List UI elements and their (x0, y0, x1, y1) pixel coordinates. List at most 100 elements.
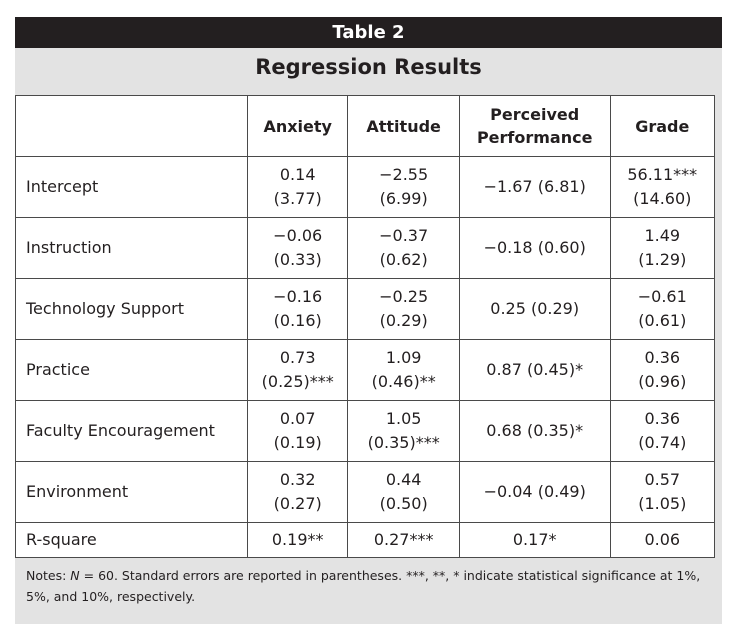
cell-coefficient: −2.55 (379, 165, 429, 184)
cell-coefficient: 0.73 (279, 348, 316, 367)
table-row: Instruction −0.06 (0.33) −0.37 (0.62) −0.18 (… (15, 217, 716, 279)
table-notes: Notes: N = 60. Standard errors are repor… (26, 565, 716, 607)
cell-standard-error: (6.99) (379, 189, 428, 208)
column-header-attitude: Attitude (347, 95, 460, 157)
table-row: Technology Support −0.16 (0.16) −0.25 (0.29)… (15, 278, 716, 340)
cell-coefficient: −0.16 (273, 287, 323, 306)
table-cell: 0.14 (3.77) (246, 156, 349, 218)
table-cell: 0.07 (0.19) (246, 400, 349, 462)
cell-standard-error: (0.19) (273, 433, 322, 452)
table-cell: −1.67 (6.81) (458, 156, 611, 218)
row-label: Intercept (15, 156, 248, 218)
cell-coefficient: 0.07 (279, 409, 316, 428)
cell-coefficient: −0.18 (0.60) (483, 238, 586, 257)
cell-coefficient: 0.36 (644, 409, 681, 428)
cell-coefficient: 1.49 (644, 226, 681, 245)
table-cell: −0.37 (0.62) (347, 217, 460, 279)
table-cell: 0.32 (0.27) (246, 461, 349, 523)
table-row: R-square 0.19** 0.27*** 0.17* 0.06 (15, 522, 716, 558)
table-title: Regression Results (255, 55, 482, 79)
cell-coefficient: −0.25 (379, 287, 429, 306)
cell-coefficient: 0.32 (279, 470, 316, 489)
cell-standard-error: (0.33) (273, 250, 322, 269)
table-cell: 0.57 (1.05) (609, 461, 716, 523)
table-row: Environment 0.32 (0.27) 0.44 (0.50) −0.04 (0.… (15, 461, 716, 523)
table-cell: 0.06 (609, 522, 716, 558)
table-cell: −0.06 (0.33) (246, 217, 349, 279)
cell-coefficient: 0.57 (644, 470, 681, 489)
table-cell: 0.25 (0.29) (458, 278, 611, 340)
table-cell: 0.27*** (347, 522, 460, 558)
row-label: Environment (15, 461, 248, 523)
table-cell: 0.73 (0.25)*** (246, 339, 349, 401)
cell-coefficient: −0.04 (0.49) (483, 482, 586, 501)
table-cell: −0.04 (0.49) (458, 461, 611, 523)
cell-standard-error: (0.62) (379, 250, 428, 269)
notes-line1: = 60. Standard errors are reported in pa… (79, 568, 701, 583)
table-cell: 0.68 (0.35)* (458, 400, 611, 462)
cell-standard-error: (14.60) (633, 189, 692, 208)
table-number-bar: Table 2 (15, 17, 722, 48)
table-cell: 1.05 (0.35)*** (347, 400, 460, 462)
cell-coefficient: 0.17* (512, 530, 557, 549)
row-label: Instruction (15, 217, 248, 279)
table-cell: 1.49 (1.29) (609, 217, 716, 279)
cell-coefficient: 0.19** (271, 530, 324, 549)
row-label: Faculty Encouragement (15, 400, 248, 462)
table-cell: 56.11*** (14.60) (609, 156, 716, 218)
cell-coefficient: −1.67 (6.81) (483, 177, 586, 196)
cell-standard-error: (0.50) (379, 494, 428, 513)
cell-standard-error: (1.05) (638, 494, 687, 513)
table-cell: −0.16 (0.16) (246, 278, 349, 340)
notes-n-symbol: N (70, 568, 80, 583)
table-cell: 0.36 (0.96) (609, 339, 716, 401)
cell-coefficient: 0.87 (0.45)* (486, 360, 584, 379)
notes-prefix: Notes: (26, 568, 71, 583)
cell-standard-error: (0.29) (379, 311, 428, 330)
cell-coefficient: 0.14 (279, 165, 316, 184)
column-header-perceived-line1: Perceived (490, 105, 580, 124)
cell-coefficient: 56.11*** (627, 165, 698, 184)
table-cell: −0.18 (0.60) (458, 217, 611, 279)
table-row: Faculty Encouragement 0.07 (0.19) 1.05 (0.35… (15, 400, 716, 462)
table-cell: −0.25 (0.29) (347, 278, 460, 340)
column-header-perceived-performance: Perceived Performance (458, 95, 611, 157)
notes-line2: 5%, and 10%, respectively. (26, 589, 196, 604)
cell-coefficient: 0.27*** (373, 530, 434, 549)
row-label: Practice (15, 339, 248, 401)
table-cell: 0.87 (0.45)* (458, 339, 611, 401)
cell-coefficient: 1.09 (385, 348, 422, 367)
cell-coefficient: 1.05 (385, 409, 422, 428)
table-cell: −2.55 (6.99) (347, 156, 460, 218)
cell-coefficient: 0.44 (385, 470, 422, 489)
table-panel: Table 2 Regression Results Anxiety Attit… (15, 17, 722, 624)
cell-coefficient: −0.37 (379, 226, 429, 245)
row-label: Technology Support (15, 278, 248, 340)
column-header-grade: Grade (609, 95, 716, 157)
cell-standard-error: (0.25)*** (261, 372, 334, 391)
regression-table: Anxiety Attitude Perceived Performance G… (15, 95, 716, 558)
table-cell: 0.44 (0.50) (347, 461, 460, 523)
cell-coefficient: 0.06 (644, 530, 681, 549)
column-header-anxiety: Anxiety (246, 95, 349, 157)
cell-standard-error: (0.96) (638, 372, 687, 391)
table-cell: 0.19** (246, 522, 349, 558)
cell-standard-error: (1.29) (638, 250, 687, 269)
table-cell: −0.61 (0.61) (609, 278, 716, 340)
cell-coefficient: −0.06 (273, 226, 323, 245)
table-row: Intercept 0.14 (3.77) −2.55 (6.99) −1.67 (6.8… (15, 156, 716, 218)
table-cell: 0.36 (0.74) (609, 400, 716, 462)
cell-standard-error: (0.27) (273, 494, 322, 513)
cell-standard-error: (0.61) (638, 311, 687, 330)
row-label: R-square (15, 522, 248, 558)
column-header-perceived-line2: Performance (476, 128, 593, 147)
cell-standard-error: (0.35)*** (367, 433, 440, 452)
column-header-empty (15, 95, 248, 157)
table-row: Practice 0.73 (0.25)*** 1.09 (0.46)** 0.87 (0… (15, 339, 716, 401)
cell-coefficient: −0.61 (637, 287, 687, 306)
cell-coefficient: 0.68 (0.35)* (486, 421, 584, 440)
header-row: Anxiety Attitude Perceived Performance G… (15, 95, 716, 157)
table-cell: 0.17* (458, 522, 611, 558)
table-cell: 1.09 (0.46)** (347, 339, 460, 401)
cell-standard-error: (0.74) (638, 433, 687, 452)
